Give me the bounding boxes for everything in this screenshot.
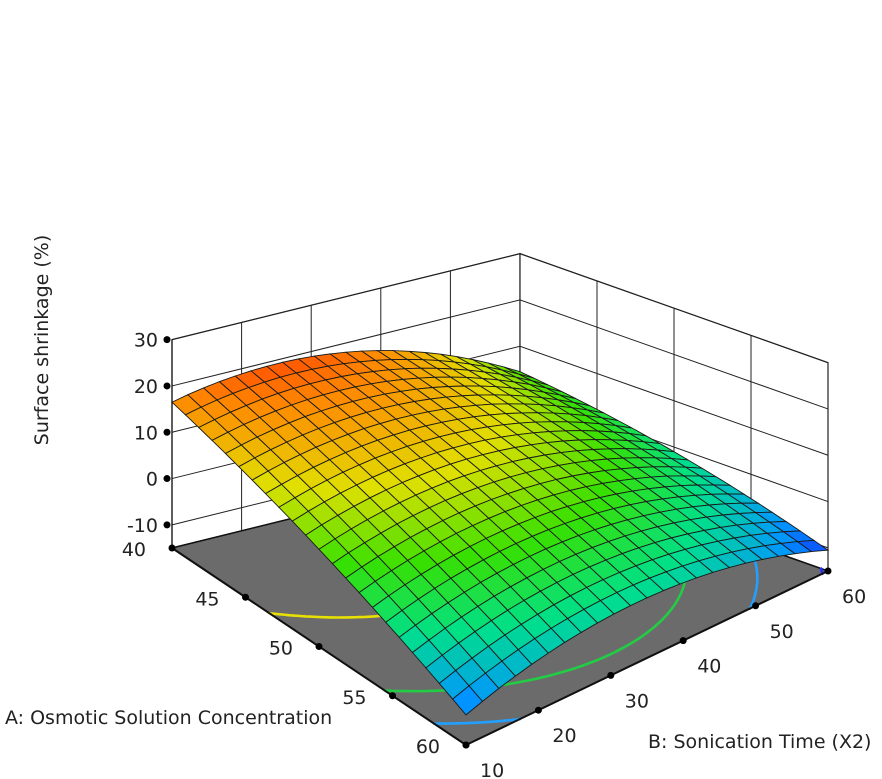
y-tick-label: 50 (770, 621, 794, 643)
z-tick-label: 0 (146, 469, 158, 491)
tick-labels: 40 45 50 55 60 10 20 30 40 50 60 -10 0 10 20 30 (122, 330, 866, 779)
x-tick-label: 50 (269, 638, 293, 660)
x-tick-mark (242, 593, 249, 601)
z-tick-mark (163, 382, 171, 390)
y-tick-label: 20 (552, 725, 576, 747)
y-tick-mark (462, 741, 470, 749)
y-tick-label: 10 (480, 760, 504, 779)
z-tick-mark (163, 475, 171, 483)
z-tick-mark (163, 428, 171, 436)
x-tick-mark (389, 692, 396, 700)
z-tick-label: 10 (134, 422, 158, 444)
y-tick-mark (824, 567, 832, 575)
z-axis-title: Surface shrinkage (%) (31, 235, 53, 445)
y-axis-title: B: Sonication Time (X2) (648, 731, 871, 753)
z-tick-mark (163, 521, 171, 529)
z-tick-mark (163, 336, 171, 344)
x-tick-label: 45 (195, 588, 219, 610)
y-tick-mark (752, 602, 760, 610)
y-tick-label: 40 (697, 656, 721, 678)
y-axis-line (465, 570, 829, 746)
x-tick-label: 40 (122, 539, 146, 561)
x-axis-title: A: Osmotic Solution Concentration (5, 707, 332, 729)
z-tick-label: 30 (134, 330, 158, 352)
x-tick-mark (315, 643, 323, 650)
surface-cell (796, 539, 830, 553)
x-tick-label: 60 (416, 736, 440, 758)
y-tick-mark (679, 637, 687, 645)
y-tick-label: 60 (842, 586, 866, 608)
axes (163, 336, 832, 749)
x-tick-label: 55 (342, 687, 366, 709)
y-tick-mark (534, 706, 542, 714)
y-tick-mark (607, 671, 615, 679)
z-tick-label: -10 (127, 515, 158, 537)
y-tick-label: 30 (625, 690, 649, 712)
response-surface (171, 350, 830, 716)
x-tick-mark (168, 544, 176, 552)
z-tick-label: 20 (134, 376, 158, 398)
